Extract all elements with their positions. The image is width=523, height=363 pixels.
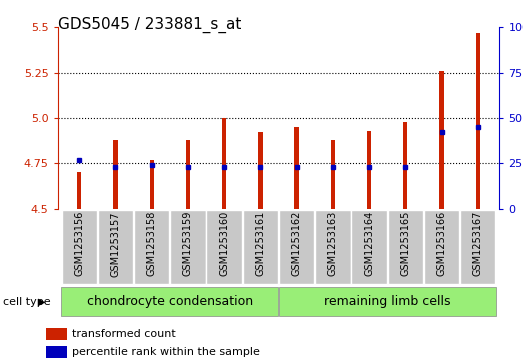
FancyBboxPatch shape: [170, 210, 206, 284]
Bar: [367, 131, 371, 209]
FancyBboxPatch shape: [134, 210, 169, 284]
Bar: [475, 33, 480, 209]
Text: chondrocyte condensation: chondrocyte condensation: [87, 294, 253, 307]
FancyBboxPatch shape: [61, 287, 278, 316]
Text: GSM1253159: GSM1253159: [183, 211, 193, 276]
Bar: [47, 346, 67, 358]
Bar: [222, 118, 226, 209]
Bar: [258, 132, 263, 209]
FancyBboxPatch shape: [279, 210, 314, 284]
Text: GSM1253166: GSM1253166: [437, 211, 447, 276]
Bar: [403, 122, 407, 209]
Text: GSM1253156: GSM1253156: [74, 211, 84, 276]
Text: GSM1253157: GSM1253157: [110, 211, 120, 277]
Bar: [294, 127, 299, 209]
FancyBboxPatch shape: [388, 210, 423, 284]
Text: transformed count: transformed count: [72, 329, 176, 339]
FancyBboxPatch shape: [460, 210, 495, 284]
FancyBboxPatch shape: [424, 210, 459, 284]
Text: GSM1253163: GSM1253163: [328, 211, 338, 276]
Bar: [77, 172, 82, 209]
FancyBboxPatch shape: [98, 210, 133, 284]
Text: GSM1253162: GSM1253162: [292, 211, 302, 276]
Text: GSM1253160: GSM1253160: [219, 211, 229, 276]
Bar: [150, 160, 154, 209]
FancyBboxPatch shape: [279, 287, 496, 316]
Text: GSM1253164: GSM1253164: [364, 211, 374, 276]
Text: cell type: cell type: [3, 297, 50, 307]
FancyBboxPatch shape: [351, 210, 386, 284]
FancyBboxPatch shape: [315, 210, 350, 284]
FancyBboxPatch shape: [207, 210, 242, 284]
Text: GDS5045 / 233881_s_at: GDS5045 / 233881_s_at: [58, 16, 241, 33]
Text: percentile rank within the sample: percentile rank within the sample: [72, 347, 259, 356]
Text: GSM1253161: GSM1253161: [255, 211, 265, 276]
Bar: [331, 140, 335, 209]
Bar: [47, 328, 67, 340]
Text: remaining limb cells: remaining limb cells: [324, 294, 450, 307]
FancyBboxPatch shape: [62, 210, 97, 284]
FancyBboxPatch shape: [243, 210, 278, 284]
Bar: [186, 140, 190, 209]
Bar: [439, 71, 444, 209]
Text: ▶: ▶: [38, 297, 46, 307]
Text: GSM1253167: GSM1253167: [473, 211, 483, 276]
Text: GSM1253158: GSM1253158: [147, 211, 157, 276]
Text: GSM1253165: GSM1253165: [400, 211, 410, 276]
Bar: [113, 140, 118, 209]
